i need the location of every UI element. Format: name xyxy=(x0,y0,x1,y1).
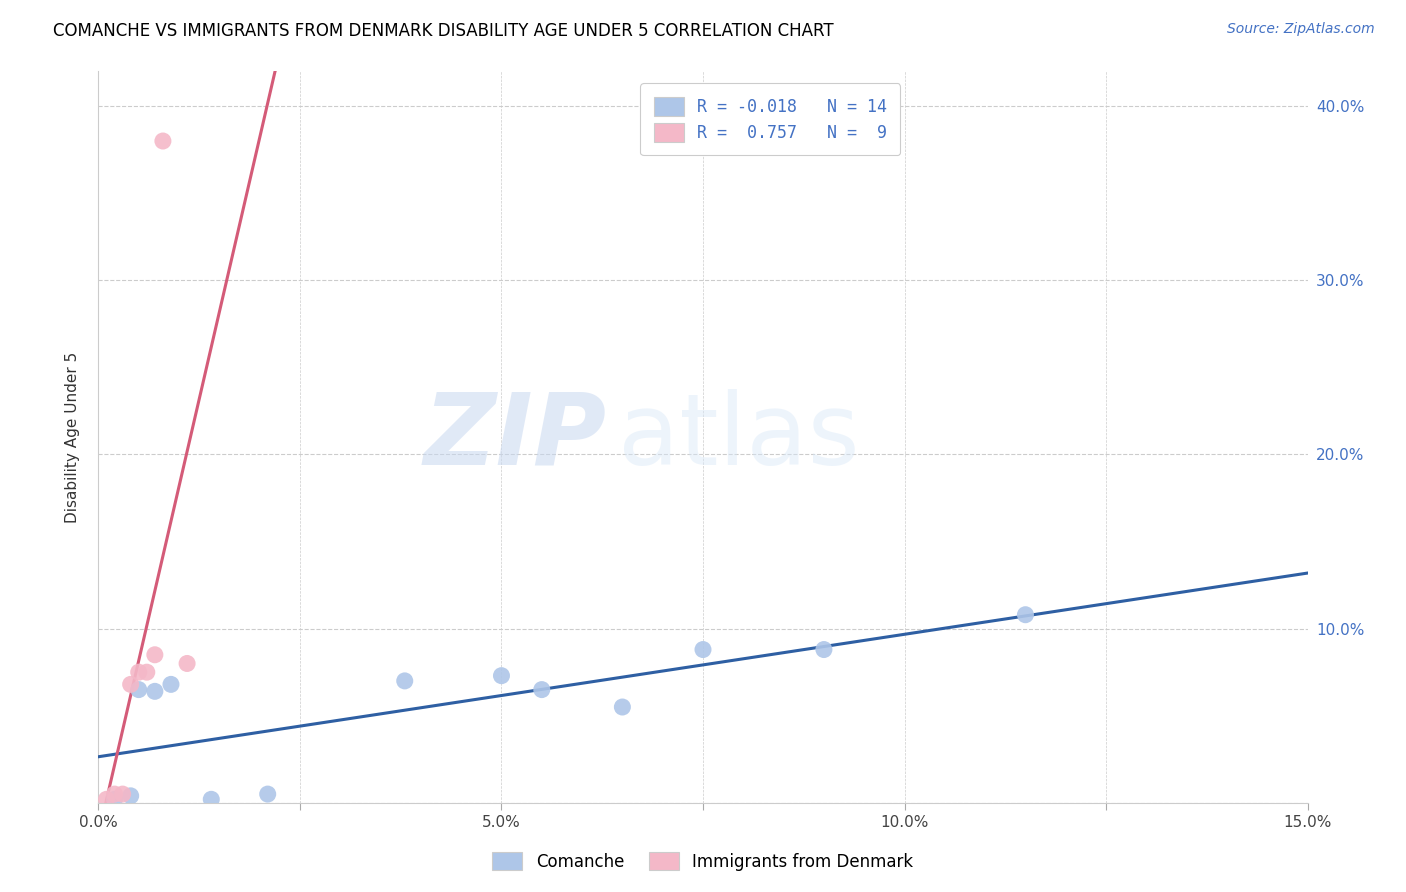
Point xyxy=(128,682,150,697)
Text: COMANCHE VS IMMIGRANTS FROM DENMARK DISABILITY AGE UNDER 5 CORRELATION CHART: COMANCHE VS IMMIGRANTS FROM DENMARK DISA… xyxy=(53,22,834,40)
Point xyxy=(813,642,835,657)
Point xyxy=(135,665,157,680)
Point xyxy=(612,700,634,714)
Point xyxy=(160,677,183,691)
Legend: Comanche, Immigrants from Denmark: Comanche, Immigrants from Denmark xyxy=(484,844,922,880)
Point xyxy=(394,673,416,688)
Point xyxy=(1014,607,1036,622)
Point xyxy=(143,648,166,662)
Point xyxy=(128,665,150,680)
Point xyxy=(96,792,118,806)
Y-axis label: Disability Age Under 5: Disability Age Under 5 xyxy=(65,351,80,523)
Legend: R = -0.018   N = 14, R =  0.757   N =  9: R = -0.018 N = 14, R = 0.757 N = 9 xyxy=(640,83,900,155)
Text: atlas: atlas xyxy=(619,389,860,485)
Point xyxy=(152,134,174,148)
Point xyxy=(143,684,166,698)
Point xyxy=(103,787,125,801)
Point xyxy=(111,787,134,801)
Point xyxy=(176,657,198,671)
Point xyxy=(120,789,142,803)
Point xyxy=(120,677,142,691)
Point xyxy=(200,792,222,806)
Text: ZIP: ZIP xyxy=(423,389,606,485)
Text: Source: ZipAtlas.com: Source: ZipAtlas.com xyxy=(1227,22,1375,37)
Point xyxy=(103,792,125,806)
Point xyxy=(256,787,278,801)
Point xyxy=(692,642,714,657)
Point xyxy=(530,682,553,697)
Point xyxy=(491,668,513,682)
